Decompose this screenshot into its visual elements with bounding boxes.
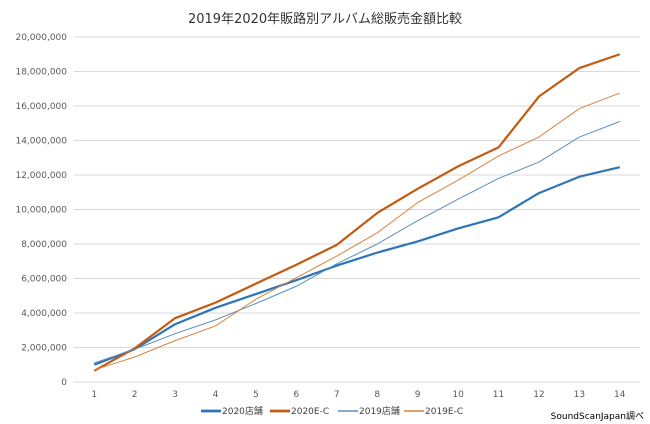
x-tick-label: 2 xyxy=(132,390,138,400)
y-tick-label: 12,000,000 xyxy=(15,171,67,181)
y-tick-label: 16,000,000 xyxy=(15,102,67,112)
chart-title: 2019年2020年販路別アルバム総販売金額比較 xyxy=(187,12,463,27)
y-tick-label: 20,000,000 xyxy=(15,33,67,43)
series-line-1 xyxy=(93,53,621,372)
series-line-3 xyxy=(94,92,620,371)
y-tick-label: 4,000,000 xyxy=(21,309,67,319)
x-tick-label: 13 xyxy=(574,390,585,400)
x-tick-label: 14 xyxy=(614,390,626,400)
x-tick-label: 4 xyxy=(213,390,219,400)
y-tick-label: 8,000,000 xyxy=(21,240,67,250)
y-tick-label: 0 xyxy=(61,378,67,388)
x-tick-label: 11 xyxy=(493,390,504,400)
x-tick-label: 5 xyxy=(253,390,259,400)
x-tick-label: 8 xyxy=(374,390,380,400)
source-note: SoundScanJapan調べ xyxy=(550,412,644,422)
legend-label: 2019店舗 xyxy=(359,405,400,417)
legend-label: 2020店舗 xyxy=(222,405,263,417)
legend-label: 2019E-C xyxy=(425,407,463,417)
x-tick-label: 7 xyxy=(334,390,340,400)
x-tick-label: 10 xyxy=(452,390,464,400)
x-tick-label: 6 xyxy=(293,390,299,400)
x-tick-label: 9 xyxy=(415,390,421,400)
legend-label: 2020E-C xyxy=(291,407,329,417)
y-tick-label: 2,000,000 xyxy=(21,344,67,354)
x-tick-label: 3 xyxy=(172,390,178,400)
series-line-2 xyxy=(94,121,620,364)
y-tick-label: 10,000,000 xyxy=(15,206,67,216)
y-tick-label: 18,000,000 xyxy=(15,68,67,78)
y-tick-label: 14,000,000 xyxy=(15,137,67,147)
series-line-0 xyxy=(93,166,621,366)
x-tick-label: 12 xyxy=(533,390,544,400)
x-tick-label: 1 xyxy=(91,390,97,400)
y-tick-label: 6,000,000 xyxy=(21,275,67,285)
